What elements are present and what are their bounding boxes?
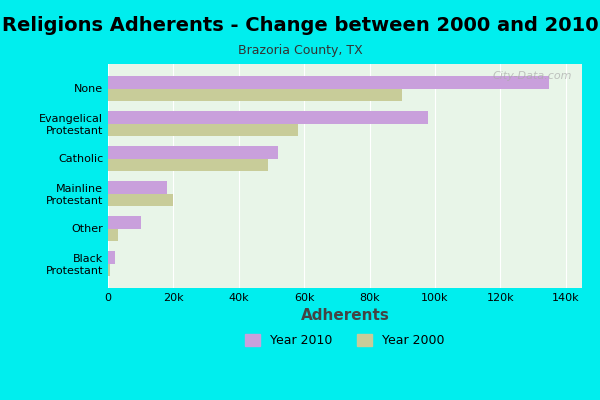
Bar <box>108 181 167 194</box>
Bar <box>108 124 298 136</box>
Legend: Year 2010, Year 2000: Year 2010, Year 2000 <box>239 327 451 354</box>
Bar <box>108 158 268 171</box>
Text: Brazoria County, TX: Brazoria County, TX <box>238 44 362 57</box>
Bar <box>108 228 118 241</box>
Bar <box>108 111 428 124</box>
Bar <box>108 88 402 101</box>
Bar <box>108 216 140 228</box>
Text: City-Data.com: City-Data.com <box>493 71 572 81</box>
Bar <box>108 251 115 264</box>
Bar <box>108 264 110 276</box>
Bar <box>108 76 550 88</box>
Bar <box>108 146 278 158</box>
X-axis label: Adherents: Adherents <box>301 308 389 324</box>
Bar <box>108 194 173 206</box>
Text: Religions Adherents - Change between 2000 and 2010: Religions Adherents - Change between 200… <box>2 16 598 35</box>
